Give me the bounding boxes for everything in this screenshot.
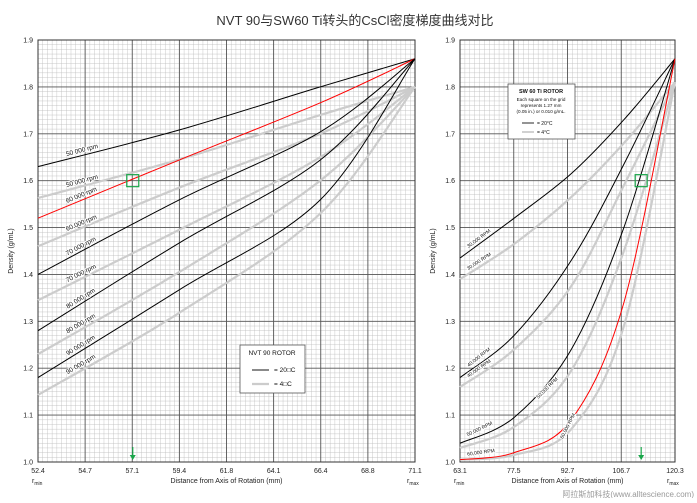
y-tick-label: 1.1 [23,413,33,420]
rmin-subscript: min [34,481,42,487]
series-line [459,81,676,281]
y-tick-label: 1.2 [23,366,33,373]
y-tick-label: 1.8 [445,84,455,91]
legend-note: (0.05 in.) or 0.010 g/mL. [516,109,565,114]
y-tick-label: 1.6 [445,178,455,185]
rmax-label: rmax [667,478,679,487]
series-line [37,86,416,356]
y-tick-label: 1.1 [445,413,455,420]
highlight-box [634,174,648,188]
series-line [459,81,677,461]
legend-entry: = 20□C [274,367,296,374]
x-tick-label: 64.1 [267,468,281,475]
arrow-down-icon [129,455,136,460]
y-axis-label: Density (g/mL) [8,228,15,274]
series-line [459,81,677,449]
x-axis-label: Distance from Axis of Rotation (mm) [170,478,282,485]
x-tick-label: 54.7 [78,468,92,475]
series-label: 80 000 rpm [65,287,97,310]
y-axis-label: Density (g/mL) [430,228,437,274]
y-tick-label: 1.4 [445,272,455,279]
plot-frame [37,39,416,463]
legend-entry: = 4□C [274,381,292,388]
legend-entry: = 4°C [537,130,550,136]
series-line [37,85,416,248]
rmax-subscript: max [669,481,679,487]
x-tick-label: 61.8 [220,468,234,475]
x-tick-label: 106.7 [612,468,630,475]
y-tick-label: 1.6 [23,178,33,185]
y-tick-label: 1.9 [23,38,33,45]
y-tick-label: 1.8 [23,84,33,91]
series-line [459,58,676,444]
rmin-label: rmin [32,478,43,487]
rmin-label: rmin [454,478,465,487]
series-line [459,58,676,259]
x-tick-label: 77.5 [507,468,521,475]
rmax-label: rmax [407,478,419,487]
series-line [37,58,416,332]
y-tick-label: 1.0 [445,460,455,467]
plot-frame [459,39,676,463]
y-tick-label: 1.5 [23,225,33,232]
series-line [37,58,416,219]
series-line [459,58,676,461]
y-tick-label: 1.7 [23,131,33,138]
series-line [37,86,416,396]
highlight-box [126,174,140,188]
x-axis-label: Distance from Axis of Rotation (mm) [511,478,623,485]
x-tick-label: 71.1 [408,468,422,475]
minor-grid [459,39,676,463]
nvt90-panel: 52.4 54.7 57.1 59.4 61.8 64.1 66.4 68.8 71.1 1.0 1… [8,38,422,488]
y-tick-label: 1.0 [23,460,33,467]
x-tick-label: 63.1 [453,468,467,475]
legend-entry: = 20°C [537,121,553,127]
series-line [459,81,676,388]
x-tick-label: 52.4 [31,468,45,475]
series-label: 60,000 RPM [467,448,495,458]
legend-note: Each square on the grid [517,97,566,102]
legend-box [507,83,576,140]
x-tick-label: 66.4 [314,468,328,475]
rmax-subscript: max [409,481,419,487]
legend-note: represents 1.27 mm [521,103,562,108]
watermark: 阿拉斯加科技(www.alltescience.com) [562,489,694,498]
arrow-down-icon [638,455,645,460]
chart-title: NVT 90与SW60 Ti转头的CsCl密度梯度曲线对比 [216,13,493,28]
series-line [37,86,416,302]
series-line [459,58,676,378]
y-tick-label: 1.3 [445,319,455,326]
y-tick-label: 1.2 [445,366,455,373]
series-line [37,58,416,275]
series-label: 50,000 RPM [535,376,559,400]
y-tick-label: 1.4 [23,272,33,279]
series-line [37,58,416,168]
x-tick-label: 68.8 [361,468,375,475]
x-tick-label: 59.4 [173,468,187,475]
sw60-panel: 63.1 77.5 92.7 106.7 120.3 1.0 1.1 1.2 1.3 1.4 1.5… [430,38,684,488]
y-tick-label: 1.5 [445,225,455,232]
rmin-subscript: min [456,481,464,487]
legend-box [239,344,306,394]
y-tick-label: 1.7 [445,131,455,138]
series-line [37,85,416,200]
x-tick-label: 57.1 [125,468,139,475]
series-label: 70 000 rpm [65,236,97,258]
x-tick-label: 120.3 [666,468,684,475]
y-tick-label: 1.9 [445,38,455,45]
y-tick-label: 1.3 [23,319,33,326]
series-line [37,58,416,379]
x-tick-label: 92.7 [561,468,575,475]
legend-title: SW 60 Ti ROTOR [519,89,563,95]
legend-title: NVT 90 ROTOR [248,350,295,357]
